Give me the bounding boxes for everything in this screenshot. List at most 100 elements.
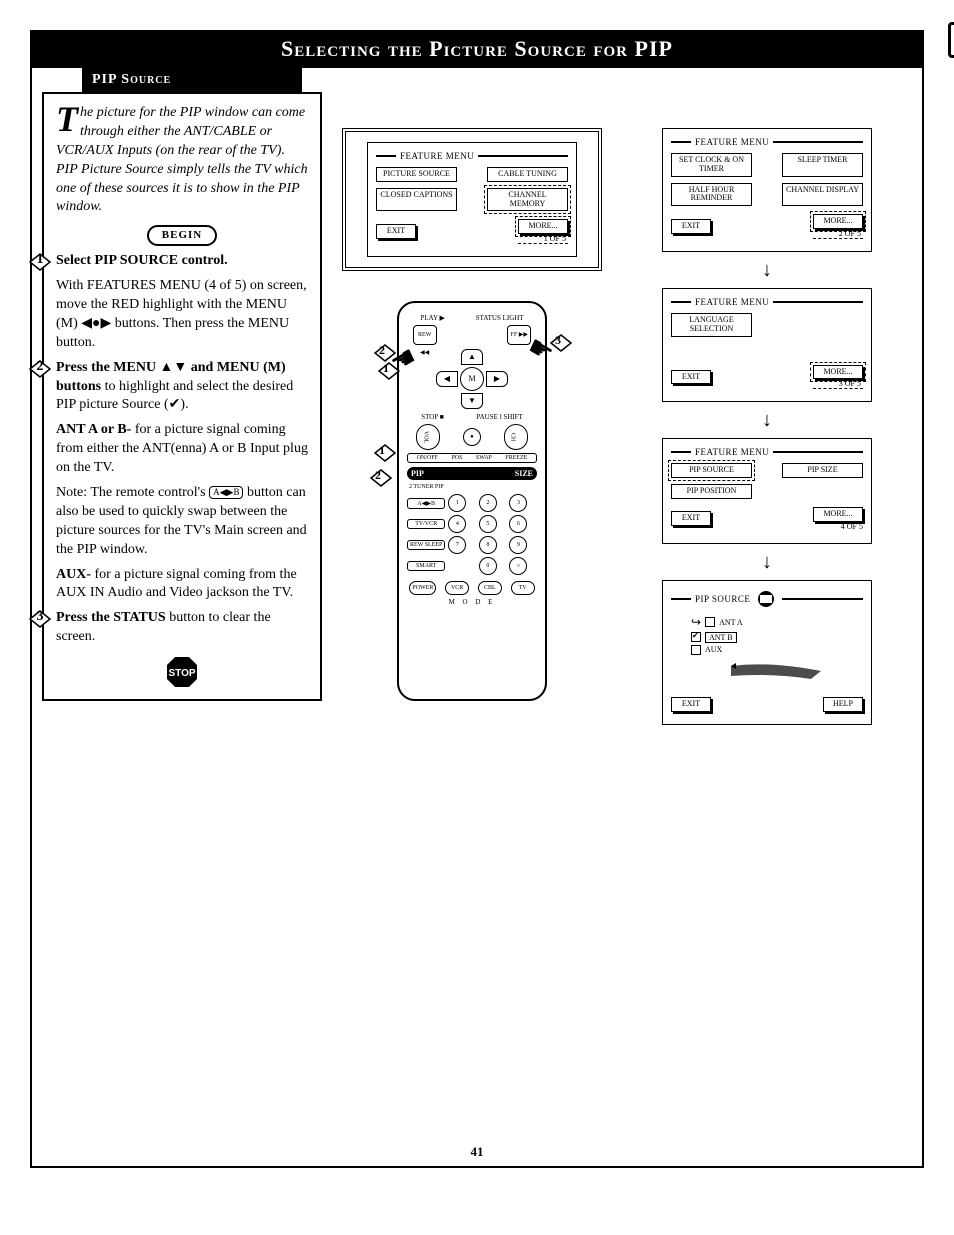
menu2-channel-display[interactable]: CHANNEL DISPLAY	[782, 183, 863, 207]
num-7[interactable]: 7	[448, 536, 466, 554]
pip-opt-aux[interactable]: AUX	[691, 645, 863, 655]
remote-callout-2b: 2	[369, 468, 391, 486]
mode-vcr[interactable]: VCR	[445, 581, 469, 595]
remote-freeze[interactable]: FREEZE	[505, 455, 527, 461]
instruction-box: The picture for the PIP window can come …	[42, 92, 322, 701]
num-9[interactable]: 9	[509, 536, 527, 554]
step-1: 1 Select PIP SOURCE control. With FEATUR…	[56, 252, 308, 352]
pip-opt-ant-a[interactable]: ↪ANT A	[691, 615, 863, 630]
remote-tuner-label: 2 TUNER PIP	[409, 484, 539, 490]
menu4-pip-position[interactable]: PIP POSITION	[671, 484, 752, 499]
menu4-title: FEATURE MENU	[695, 447, 769, 457]
pip-source-menu: PIP SOURCE ↪ANT A ✔ ANT B AUX	[662, 580, 872, 725]
menu2-exit[interactable]: EXIT	[671, 219, 711, 234]
menu4-pip-source[interactable]: PIP SOURCE	[671, 463, 752, 478]
dpad-left[interactable]: ◀	[436, 371, 458, 387]
menu2-set-clock[interactable]: SET CLOCK & ON TIMER	[671, 153, 752, 177]
arrow-down-icon: ↓	[762, 264, 772, 276]
sidebar-header: PIP Source	[82, 68, 302, 92]
hand-pointing-icon	[671, 661, 861, 689]
remote-play-label: PLAY ▶	[420, 314, 445, 322]
step-2-note-a: Note: The remote control's	[56, 485, 209, 500]
menu1-picture-source[interactable]: PICTURE SOURCE	[376, 167, 457, 182]
remote-pip-size[interactable]: SIZE	[515, 469, 533, 478]
begin-pill: BEGIN	[147, 225, 217, 246]
remote-mode-label: M O D E	[405, 598, 539, 606]
page-number: 41	[32, 1144, 922, 1160]
menu4-pip-size[interactable]: PIP SIZE	[782, 463, 863, 478]
intro-text: The picture for the PIP window can come …	[56, 104, 308, 217]
feature-menu-4: FEATURE MENU PIP SOURCE PIP SIZE PIP POS…	[662, 438, 872, 543]
arrow-down-icon-2: ↓	[762, 414, 772, 426]
remote-tvvcr[interactable]: TV/VCR	[407, 519, 445, 529]
menu2-more[interactable]: MORE...	[813, 214, 863, 229]
remote-enter[interactable]: ○	[509, 557, 527, 575]
num-2[interactable]: 2	[479, 494, 497, 512]
remote-mute[interactable]: ●	[463, 428, 481, 446]
remote-control: 2 1 3 1 2 ☚ ☚ PLAY ▶ STATUS LIGHT REW ◀◀	[397, 301, 547, 701]
mode-tv[interactable]: TV	[511, 581, 535, 595]
step-2-ant-lead: ANT A or B-	[56, 422, 131, 437]
step-3: 3 Press the STATUS button to clear the s…	[56, 609, 308, 647]
remote-onoff[interactable]: ON/OFF	[417, 455, 438, 461]
remote-ff[interactable]: FF ▶▶	[507, 325, 531, 345]
menu1-more[interactable]: MORE...	[518, 219, 568, 234]
remote-sleep[interactable]: REW SLEEP	[407, 540, 445, 550]
num-8[interactable]: 8	[479, 536, 497, 554]
remote-rew[interactable]: REW ◀◀	[413, 325, 437, 345]
remote-power[interactable]: POWER	[409, 581, 436, 595]
menu1-closed-captions[interactable]: CLOSED CAPTIONS	[376, 188, 457, 212]
num-6[interactable]: 6	[509, 515, 527, 533]
pip-corner-icon	[948, 22, 954, 58]
remote-vol[interactable]: VOL	[416, 424, 440, 450]
menu1-cable-tuning[interactable]: CABLE TUNING	[487, 167, 568, 182]
arrow-down-icon-3: ↓	[762, 556, 772, 568]
pip-exit[interactable]: EXIT	[671, 697, 711, 712]
menu3-more[interactable]: MORE...	[813, 365, 863, 380]
step-2-aux-body: for a picture signal coming from the AUX…	[56, 567, 297, 601]
menu3-page: 3 OF 5	[813, 379, 863, 389]
menu2-page: 2 OF 5	[813, 229, 863, 239]
remote-pos[interactable]: POS	[451, 455, 462, 461]
remote-swap[interactable]: SWAP	[476, 455, 492, 461]
pip-help[interactable]: HELP	[823, 697, 863, 712]
tv-screen: FEATURE MENU PICTURE SOURCE CABLE TUNING…	[342, 128, 602, 271]
pip-opt-ant-b[interactable]: ✔ ANT B	[691, 632, 863, 643]
dpad-up[interactable]: ▲	[461, 349, 483, 365]
menu2-half-hour[interactable]: HALF HOUR REMINDER	[671, 183, 752, 207]
pip-source-title: PIP SOURCE	[695, 594, 750, 604]
step-marker-1: 1	[28, 252, 52, 272]
menu1-page: 1 OF 5	[518, 234, 568, 244]
svg-text:STOP: STOP	[168, 668, 195, 679]
stop-icon: STOP	[165, 655, 199, 689]
hand-icon	[754, 589, 778, 609]
menu4-exit[interactable]: EXIT	[671, 511, 711, 526]
num-4[interactable]: 4	[448, 515, 466, 533]
menu4-page: 4 OF 5	[813, 522, 863, 531]
menu4-more[interactable]: MORE...	[813, 507, 863, 522]
menu1-exit[interactable]: EXIT	[376, 224, 416, 239]
num-1[interactable]: 1	[448, 494, 466, 512]
num-3[interactable]: 3	[509, 494, 527, 512]
remote-smart[interactable]: SMART	[407, 561, 445, 571]
menu3-language[interactable]: LANGUAGE SELECTION	[671, 313, 752, 337]
menu1-title: FEATURE MENU	[400, 151, 474, 161]
num-0[interactable]: 0	[479, 557, 497, 575]
remote-ab-button[interactable]: A◀▶B	[407, 498, 445, 509]
remote-pause-label: PAUSE ‖ SHIFT	[476, 413, 522, 421]
dpad-down[interactable]: ▼	[461, 393, 483, 409]
remote-ch[interactable]: CH	[504, 424, 528, 450]
feature-menu-3: FEATURE MENU LANGUAGE SELECTION EXIT MOR…	[662, 288, 872, 402]
menu1-channel-memory[interactable]: CHANNEL MEMORY	[487, 188, 568, 212]
menu2-sleep-timer[interactable]: SLEEP TIMER	[782, 153, 863, 177]
menu3-exit[interactable]: EXIT	[671, 370, 711, 385]
num-5[interactable]: 5	[479, 515, 497, 533]
step-marker-3: 3	[28, 609, 52, 629]
dpad-menu[interactable]: M	[460, 367, 484, 391]
left-column: PIP Source The picture for the PIP windo…	[42, 68, 322, 1146]
remote-pip-controls-row: ON/OFF POS SWAP FREEZE	[407, 453, 537, 463]
remote-pip-label: PIP	[411, 469, 424, 478]
mode-cbl[interactable]: CBL	[478, 581, 502, 595]
page-title-bar: Selecting the Picture Source for PIP	[30, 30, 924, 68]
dpad-right[interactable]: ▶	[486, 371, 508, 387]
